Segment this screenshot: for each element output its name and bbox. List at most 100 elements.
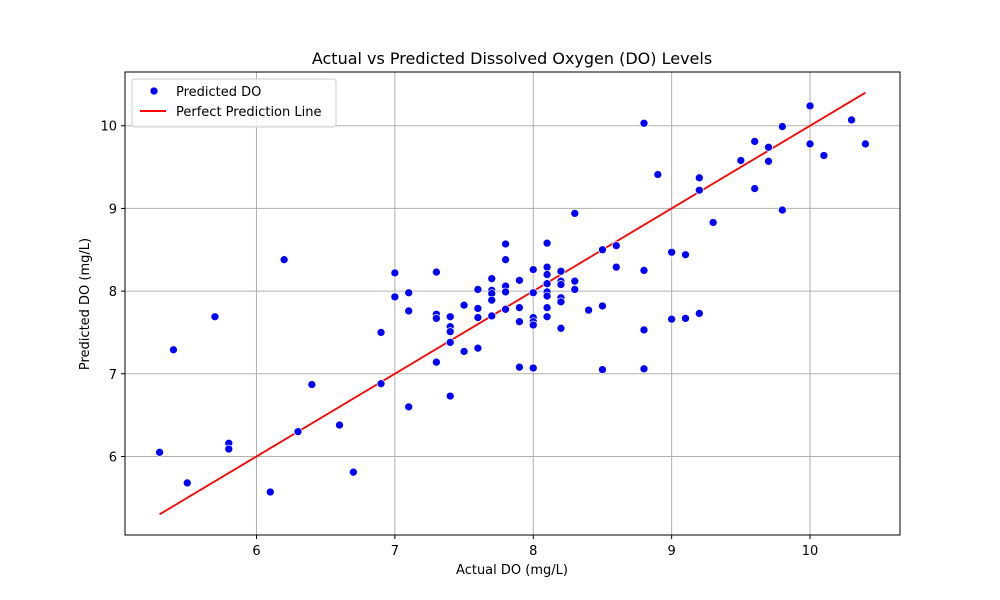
- data-point-19: [432, 267, 441, 277]
- data-point-22: [432, 357, 441, 367]
- data-point-53: [528, 363, 538, 373]
- perfect-prediction-line: [159, 91, 866, 516]
- plot-area-frame: [124, 71, 901, 536]
- y-axis-label: Predicted DO (mg/L): [78, 238, 93, 370]
- data-point-87: [694, 185, 704, 195]
- data-point-7: [279, 255, 289, 265]
- data-point-8: [293, 427, 303, 437]
- data-point-48: [528, 265, 538, 274]
- data-point-44: [515, 276, 524, 285]
- tick-layer: 6 7 8 9 10 6 7 8 9 10: [100, 120, 818, 559]
- data-point-81: [653, 170, 663, 179]
- data-point-42: [501, 287, 510, 297]
- data-point-30: [473, 285, 483, 294]
- data-point-82: [667, 247, 677, 257]
- data-point-14: [390, 268, 400, 278]
- y-tick-label-3: 9: [109, 202, 117, 217]
- data-point-66: [556, 297, 566, 307]
- data-point-49: [528, 288, 538, 298]
- data-point-76: [611, 262, 621, 272]
- data-point-62: [556, 266, 566, 276]
- data-point-85: [681, 314, 690, 323]
- data-point-92: [750, 184, 760, 193]
- data-point-31: [473, 304, 483, 313]
- y-tick-label-0: 6: [109, 450, 117, 465]
- data-point-6: [265, 487, 275, 497]
- data-point-89: [708, 218, 718, 227]
- data-point-13: [376, 379, 386, 389]
- data-point-88: [694, 309, 704, 318]
- data-point-43: [501, 304, 510, 314]
- data-point-15: [390, 292, 400, 302]
- data-point-27: [445, 391, 455, 401]
- data-point-29: [459, 347, 469, 356]
- data-point-86: [694, 173, 704, 183]
- data-point-45: [515, 303, 524, 312]
- data-point-21: [432, 314, 441, 323]
- data-point-46: [515, 317, 524, 327]
- data-point-78: [639, 266, 649, 275]
- data-point-25: [445, 327, 455, 336]
- data-point-39: [501, 239, 510, 249]
- data-point-94: [764, 156, 773, 166]
- legend: Predicted DO Perfect Prediction Line: [131, 78, 337, 128]
- data-point-98: [805, 139, 815, 149]
- data-point-61: [542, 312, 552, 322]
- data-point-2: [182, 478, 192, 488]
- data-point-74: [598, 365, 607, 374]
- x-tick-label-4: 10: [802, 544, 819, 559]
- data-point-40: [501, 255, 510, 265]
- data-point-37: [487, 295, 497, 305]
- data-point-80: [639, 364, 649, 374]
- x-tick-label-2: 8: [529, 544, 537, 559]
- chart-title: Actual vs Predicted Dissolved Oxygen (DO…: [312, 49, 712, 68]
- data-point-32: [473, 313, 483, 322]
- data-point-73: [598, 301, 607, 311]
- legend-label-perfect-line: Perfect Prediction Line: [176, 105, 321, 120]
- data-point-60: [542, 303, 552, 312]
- data-point-59: [542, 291, 552, 301]
- data-point-47: [515, 362, 524, 372]
- data-point-18: [404, 402, 414, 412]
- data-point-55: [542, 262, 552, 272]
- data-point-3: [210, 312, 220, 322]
- y-tick-label-4: 10: [100, 120, 117, 135]
- data-point-91: [750, 137, 760, 146]
- data-point-1: [169, 345, 178, 355]
- x-tick-label-1: 7: [391, 544, 399, 559]
- data-point-10: [335, 420, 344, 430]
- data-point-100: [847, 115, 856, 125]
- data-point-69: [570, 276, 580, 286]
- data-point-71: [584, 305, 593, 315]
- x-tick-label-0: 6: [252, 544, 260, 559]
- data-point-68: [570, 209, 580, 218]
- y-tick-label-1: 7: [109, 368, 117, 383]
- data-point-17: [404, 306, 414, 316]
- points-layer: [155, 101, 870, 497]
- data-point-9: [307, 380, 317, 389]
- data-point-23: [445, 312, 455, 322]
- data-point-16: [404, 288, 414, 298]
- data-point-97: [805, 101, 815, 111]
- data-point-95: [778, 122, 787, 131]
- data-point-83: [667, 314, 677, 324]
- data-point-38: [487, 311, 497, 321]
- grid-layer: [125, 72, 900, 535]
- data-point-5: [224, 444, 234, 454]
- data-point-72: [598, 245, 607, 255]
- line-layer: [159, 91, 866, 516]
- data-point-99: [819, 151, 829, 160]
- legend-label-predicted-do: Predicted DO: [176, 85, 261, 100]
- x-axis-label: Actual DO (mg/L): [456, 563, 568, 578]
- data-point-67: [556, 323, 566, 333]
- data-point-57: [542, 279, 552, 289]
- y-tick-label-2: 8: [109, 285, 117, 300]
- data-point-0: [155, 447, 164, 457]
- data-point-101: [861, 139, 870, 149]
- data-point-64: [556, 280, 566, 289]
- data-point-33: [473, 343, 483, 353]
- data-point-75: [611, 241, 621, 250]
- data-point-11: [348, 467, 358, 477]
- data-point-54: [542, 238, 552, 248]
